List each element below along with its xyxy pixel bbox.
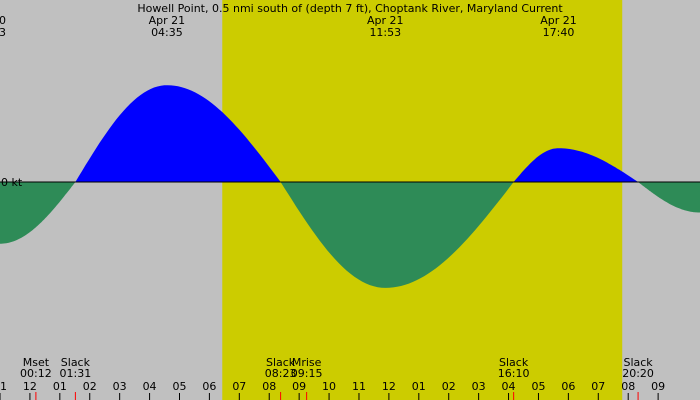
ebb-area <box>638 182 700 213</box>
event-time-label: 01:31 <box>60 367 92 380</box>
event-time-label: 09:15 <box>291 367 323 380</box>
hour-tick-label: 04 <box>143 380 157 393</box>
peak-time-label: 11:53 <box>369 26 401 39</box>
peak-date-label: Apr 21 <box>367 14 404 27</box>
peak-time-label: 3 <box>0 26 6 39</box>
x-axis-ticks: 11 12 01 02 03 04 05 06 07 08 09 10 11 12 01 02 03 04 05 06… <box>0 380 665 400</box>
hour-tick-label: 01 <box>53 380 67 393</box>
peak-time-label: 17:40 <box>543 26 575 39</box>
current-areas <box>0 85 700 288</box>
ebb-area <box>0 182 76 244</box>
hour-tick-label: 07 <box>232 380 246 393</box>
zero-label: 0 kt <box>1 176 23 189</box>
hour-tick-label: 12 <box>382 380 396 393</box>
hour-tick-label: 03 <box>472 380 486 393</box>
flood-area <box>513 148 639 182</box>
hour-tick-label: 01 <box>412 380 426 393</box>
ebb-area <box>280 182 514 288</box>
peak-date-label: Apr 21 <box>540 14 577 27</box>
event-name-label: Slack <box>499 356 529 369</box>
peak-date-label: Apr 21 <box>149 14 186 27</box>
hour-tick-label: 10 <box>322 380 336 393</box>
flood-area <box>75 85 281 182</box>
event-marks <box>35 392 639 400</box>
hour-tick-label: 07 <box>591 380 605 393</box>
hour-tick-label: 05 <box>531 380 545 393</box>
hour-tick-label: 03 <box>113 380 127 393</box>
hour-tick-label: 02 <box>442 380 456 393</box>
event-labels: Mset00:12Slack01:31Slack08:23Mrise09:15S… <box>20 356 654 380</box>
chart-title: Howell Point, 0.5 nmi south of (depth 7 … <box>137 2 563 15</box>
event-name-label: Slack <box>266 356 296 369</box>
hour-tick-label: 06 <box>202 380 216 393</box>
event-time-label: 08:23 <box>265 367 297 380</box>
event-name-label: Mrise <box>292 356 322 369</box>
hour-tick-label: 02 <box>83 380 97 393</box>
hour-tick-label: 11 <box>0 380 7 393</box>
hour-tick-label: 06 <box>561 380 575 393</box>
event-name-label: Slack <box>623 356 653 369</box>
event-time-label: 00:12 <box>20 367 52 380</box>
event-time-label: 16:10 <box>498 367 530 380</box>
event-name-label: Slack <box>61 356 91 369</box>
hour-tick-label: 08 <box>621 380 635 393</box>
event-name-label: Mset <box>23 356 50 369</box>
hour-tick-label: 08 <box>262 380 276 393</box>
hour-tick-label: 04 <box>502 380 516 393</box>
hour-tick-label: 05 <box>172 380 186 393</box>
hour-tick-label: 09 <box>292 380 306 393</box>
hour-tick-label: 11 <box>352 380 366 393</box>
event-time-label: 20:20 <box>622 367 654 380</box>
hour-tick-label: 09 <box>651 380 665 393</box>
peak-date-label: 0 <box>0 14 6 27</box>
hour-tick-label: 12 <box>23 380 37 393</box>
peak-time-label: 04:35 <box>151 26 183 39</box>
